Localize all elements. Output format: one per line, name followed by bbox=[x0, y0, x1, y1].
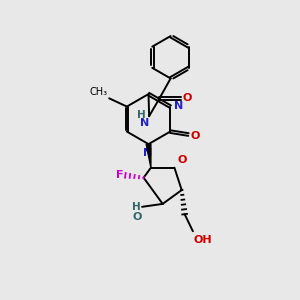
Text: H: H bbox=[137, 110, 146, 120]
Text: N: N bbox=[143, 148, 153, 158]
Text: F: F bbox=[116, 170, 124, 180]
Polygon shape bbox=[146, 144, 151, 168]
Text: O: O bbox=[177, 155, 187, 165]
Text: OH: OH bbox=[194, 236, 212, 245]
Text: O: O bbox=[182, 94, 192, 103]
Text: CH₃: CH₃ bbox=[89, 87, 107, 97]
Text: O: O bbox=[190, 131, 200, 141]
Text: N: N bbox=[140, 118, 149, 128]
Text: N: N bbox=[174, 101, 183, 111]
Text: H: H bbox=[131, 202, 140, 212]
Text: O: O bbox=[133, 212, 142, 222]
